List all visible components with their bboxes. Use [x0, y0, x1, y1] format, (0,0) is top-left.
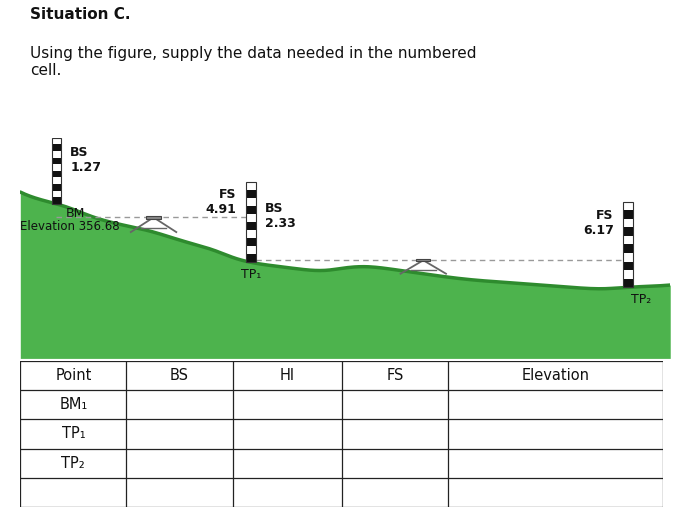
Text: FS
6.17: FS 6.17: [583, 209, 613, 237]
Bar: [624, 210, 632, 219]
Text: BM: BM: [66, 207, 85, 221]
Text: Point: Point: [56, 368, 91, 383]
Bar: [624, 270, 632, 279]
Bar: [624, 236, 632, 244]
Bar: [246, 246, 256, 254]
Bar: [416, 259, 431, 262]
Bar: [624, 253, 632, 262]
Text: TP₁: TP₁: [62, 426, 85, 441]
Bar: [624, 219, 632, 227]
Text: TP₂: TP₂: [631, 293, 651, 306]
Bar: [51, 138, 61, 204]
Text: TP₂: TP₂: [62, 456, 85, 471]
Bar: [51, 151, 61, 158]
Bar: [51, 144, 61, 151]
Text: TP₁: TP₁: [241, 268, 261, 282]
Bar: [246, 222, 256, 230]
Bar: [246, 254, 256, 262]
Text: FS
4.91: FS 4.91: [206, 188, 237, 216]
Bar: [246, 182, 256, 190]
Text: FS: FS: [387, 368, 403, 383]
Bar: [51, 190, 61, 197]
Bar: [51, 171, 61, 177]
Bar: [246, 206, 256, 214]
Text: BS
2.33: BS 2.33: [265, 202, 296, 230]
Bar: [624, 227, 632, 236]
Bar: [51, 164, 61, 171]
Bar: [246, 190, 256, 198]
Bar: [246, 238, 256, 246]
Bar: [246, 198, 256, 206]
Text: Elevation 356.68: Elevation 356.68: [20, 220, 120, 233]
Bar: [624, 202, 632, 287]
Bar: [246, 230, 256, 238]
Bar: [146, 216, 160, 219]
Text: HI: HI: [280, 368, 294, 383]
Bar: [51, 158, 61, 164]
Text: BS
1.27: BS 1.27: [70, 146, 102, 174]
Text: Situation C.: Situation C.: [30, 7, 131, 22]
Bar: [51, 177, 61, 184]
Text: BM₁: BM₁: [60, 397, 87, 412]
Bar: [624, 262, 632, 270]
Bar: [51, 184, 61, 190]
Bar: [246, 182, 256, 262]
Bar: [246, 214, 256, 222]
Bar: [624, 279, 632, 287]
Text: BS: BS: [170, 368, 189, 383]
Bar: [51, 197, 61, 204]
Bar: [624, 244, 632, 253]
Text: Using the figure, supply the data needed in the numbered
cell.: Using the figure, supply the data needed…: [30, 46, 477, 78]
Bar: [624, 202, 632, 210]
Bar: [51, 138, 61, 144]
Text: Elevation: Elevation: [522, 368, 590, 383]
